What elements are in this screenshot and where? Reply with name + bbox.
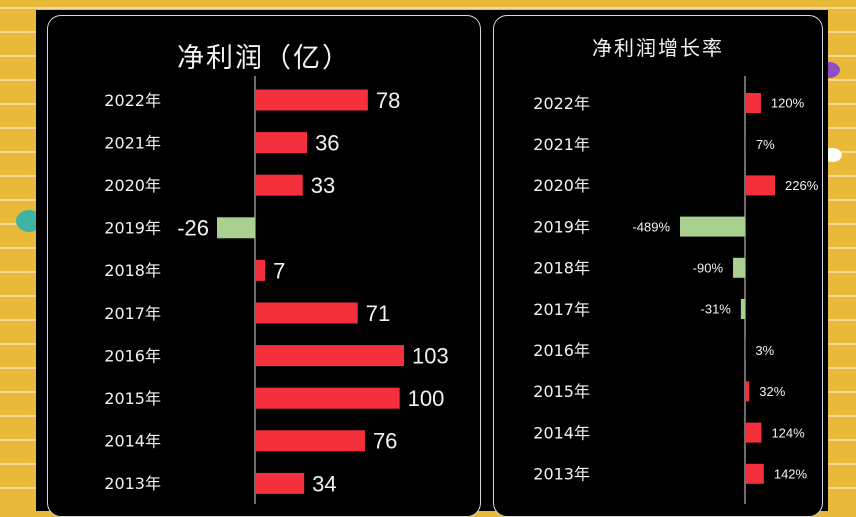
category-label: 2017年	[533, 300, 590, 319]
bar	[255, 387, 400, 409]
data-label: 124%	[771, 425, 805, 440]
bar	[255, 259, 266, 281]
data-label: 7%	[756, 137, 775, 152]
category-label: 2015年	[104, 389, 161, 408]
bar	[745, 422, 762, 443]
category-label: 2014年	[104, 432, 161, 451]
decor-blob	[16, 210, 42, 232]
bar	[680, 216, 745, 237]
bar	[255, 89, 368, 111]
category-label: 2020年	[533, 176, 590, 195]
category-label: 2019年	[533, 217, 590, 236]
bar	[745, 463, 764, 484]
bar	[740, 299, 745, 319]
bar	[745, 340, 746, 361]
bar	[255, 132, 308, 154]
category-label: 2013年	[104, 474, 161, 493]
data-label: 32%	[759, 384, 785, 399]
category-label: 2014年	[533, 423, 590, 442]
net-profit-chart: 2022年 78 2021年 36 2020年 33 2019年 -26 2018年 7 2017年…	[104, 76, 449, 504]
bar	[255, 174, 303, 196]
data-label: 226%	[785, 178, 819, 193]
category-label: 2019年	[104, 219, 161, 238]
category-label: 2018年	[104, 261, 161, 280]
bar	[217, 217, 255, 239]
data-label: 120%	[771, 96, 805, 111]
category-label: 2018年	[533, 259, 590, 278]
data-label: 103	[412, 344, 449, 369]
data-label: 34	[312, 471, 336, 496]
bar	[255, 345, 404, 367]
chart-title: 净利润增长率	[592, 36, 724, 60]
data-label: -90%	[693, 260, 724, 275]
data-label: 3%	[755, 343, 774, 358]
data-label: 71	[366, 301, 390, 326]
data-label: -31%	[701, 302, 732, 317]
category-label: 2021年	[104, 133, 161, 152]
data-label: 33	[311, 173, 335, 198]
data-label: 78	[376, 88, 400, 113]
category-label: 2017年	[104, 304, 161, 323]
growth-rate-chart: 2022年 120% 2021年 7% 2020年 226% 2019年 -489% 2018年…	[533, 76, 819, 504]
bar	[745, 175, 775, 196]
category-label: 2022年	[104, 91, 161, 110]
category-label: 2016年	[533, 341, 590, 360]
category-label: 2016年	[104, 346, 161, 365]
category-label: 2021年	[533, 135, 590, 154]
data-label: 36	[315, 131, 339, 156]
data-label: 76	[373, 429, 397, 454]
bar	[255, 472, 305, 494]
data-label: -26	[177, 216, 209, 241]
bar	[745, 381, 750, 402]
category-label: 2022年	[533, 94, 590, 113]
chart-title: 净利润（亿）	[177, 43, 351, 74]
data-label: 100	[408, 386, 445, 411]
bar	[733, 257, 745, 278]
category-label: 2015年	[533, 382, 590, 401]
net-profit-panel: 净利润（亿） 2022年 78 2021年 36 2020年 33 2019年 -26 2018…	[47, 15, 481, 517]
bar	[255, 430, 365, 452]
data-label: -489%	[632, 219, 670, 234]
category-label: 2020年	[104, 176, 161, 195]
category-label: 2013年	[533, 465, 590, 484]
bar	[745, 93, 761, 113]
growth-rate-panel: 净利润增长率 2022年 120% 2021年 7% 2020年 226% 2019年 -48…	[493, 15, 823, 517]
data-label: 142%	[774, 466, 808, 481]
bar	[255, 302, 358, 324]
bar	[745, 134, 746, 155]
data-label: 7	[273, 258, 285, 283]
